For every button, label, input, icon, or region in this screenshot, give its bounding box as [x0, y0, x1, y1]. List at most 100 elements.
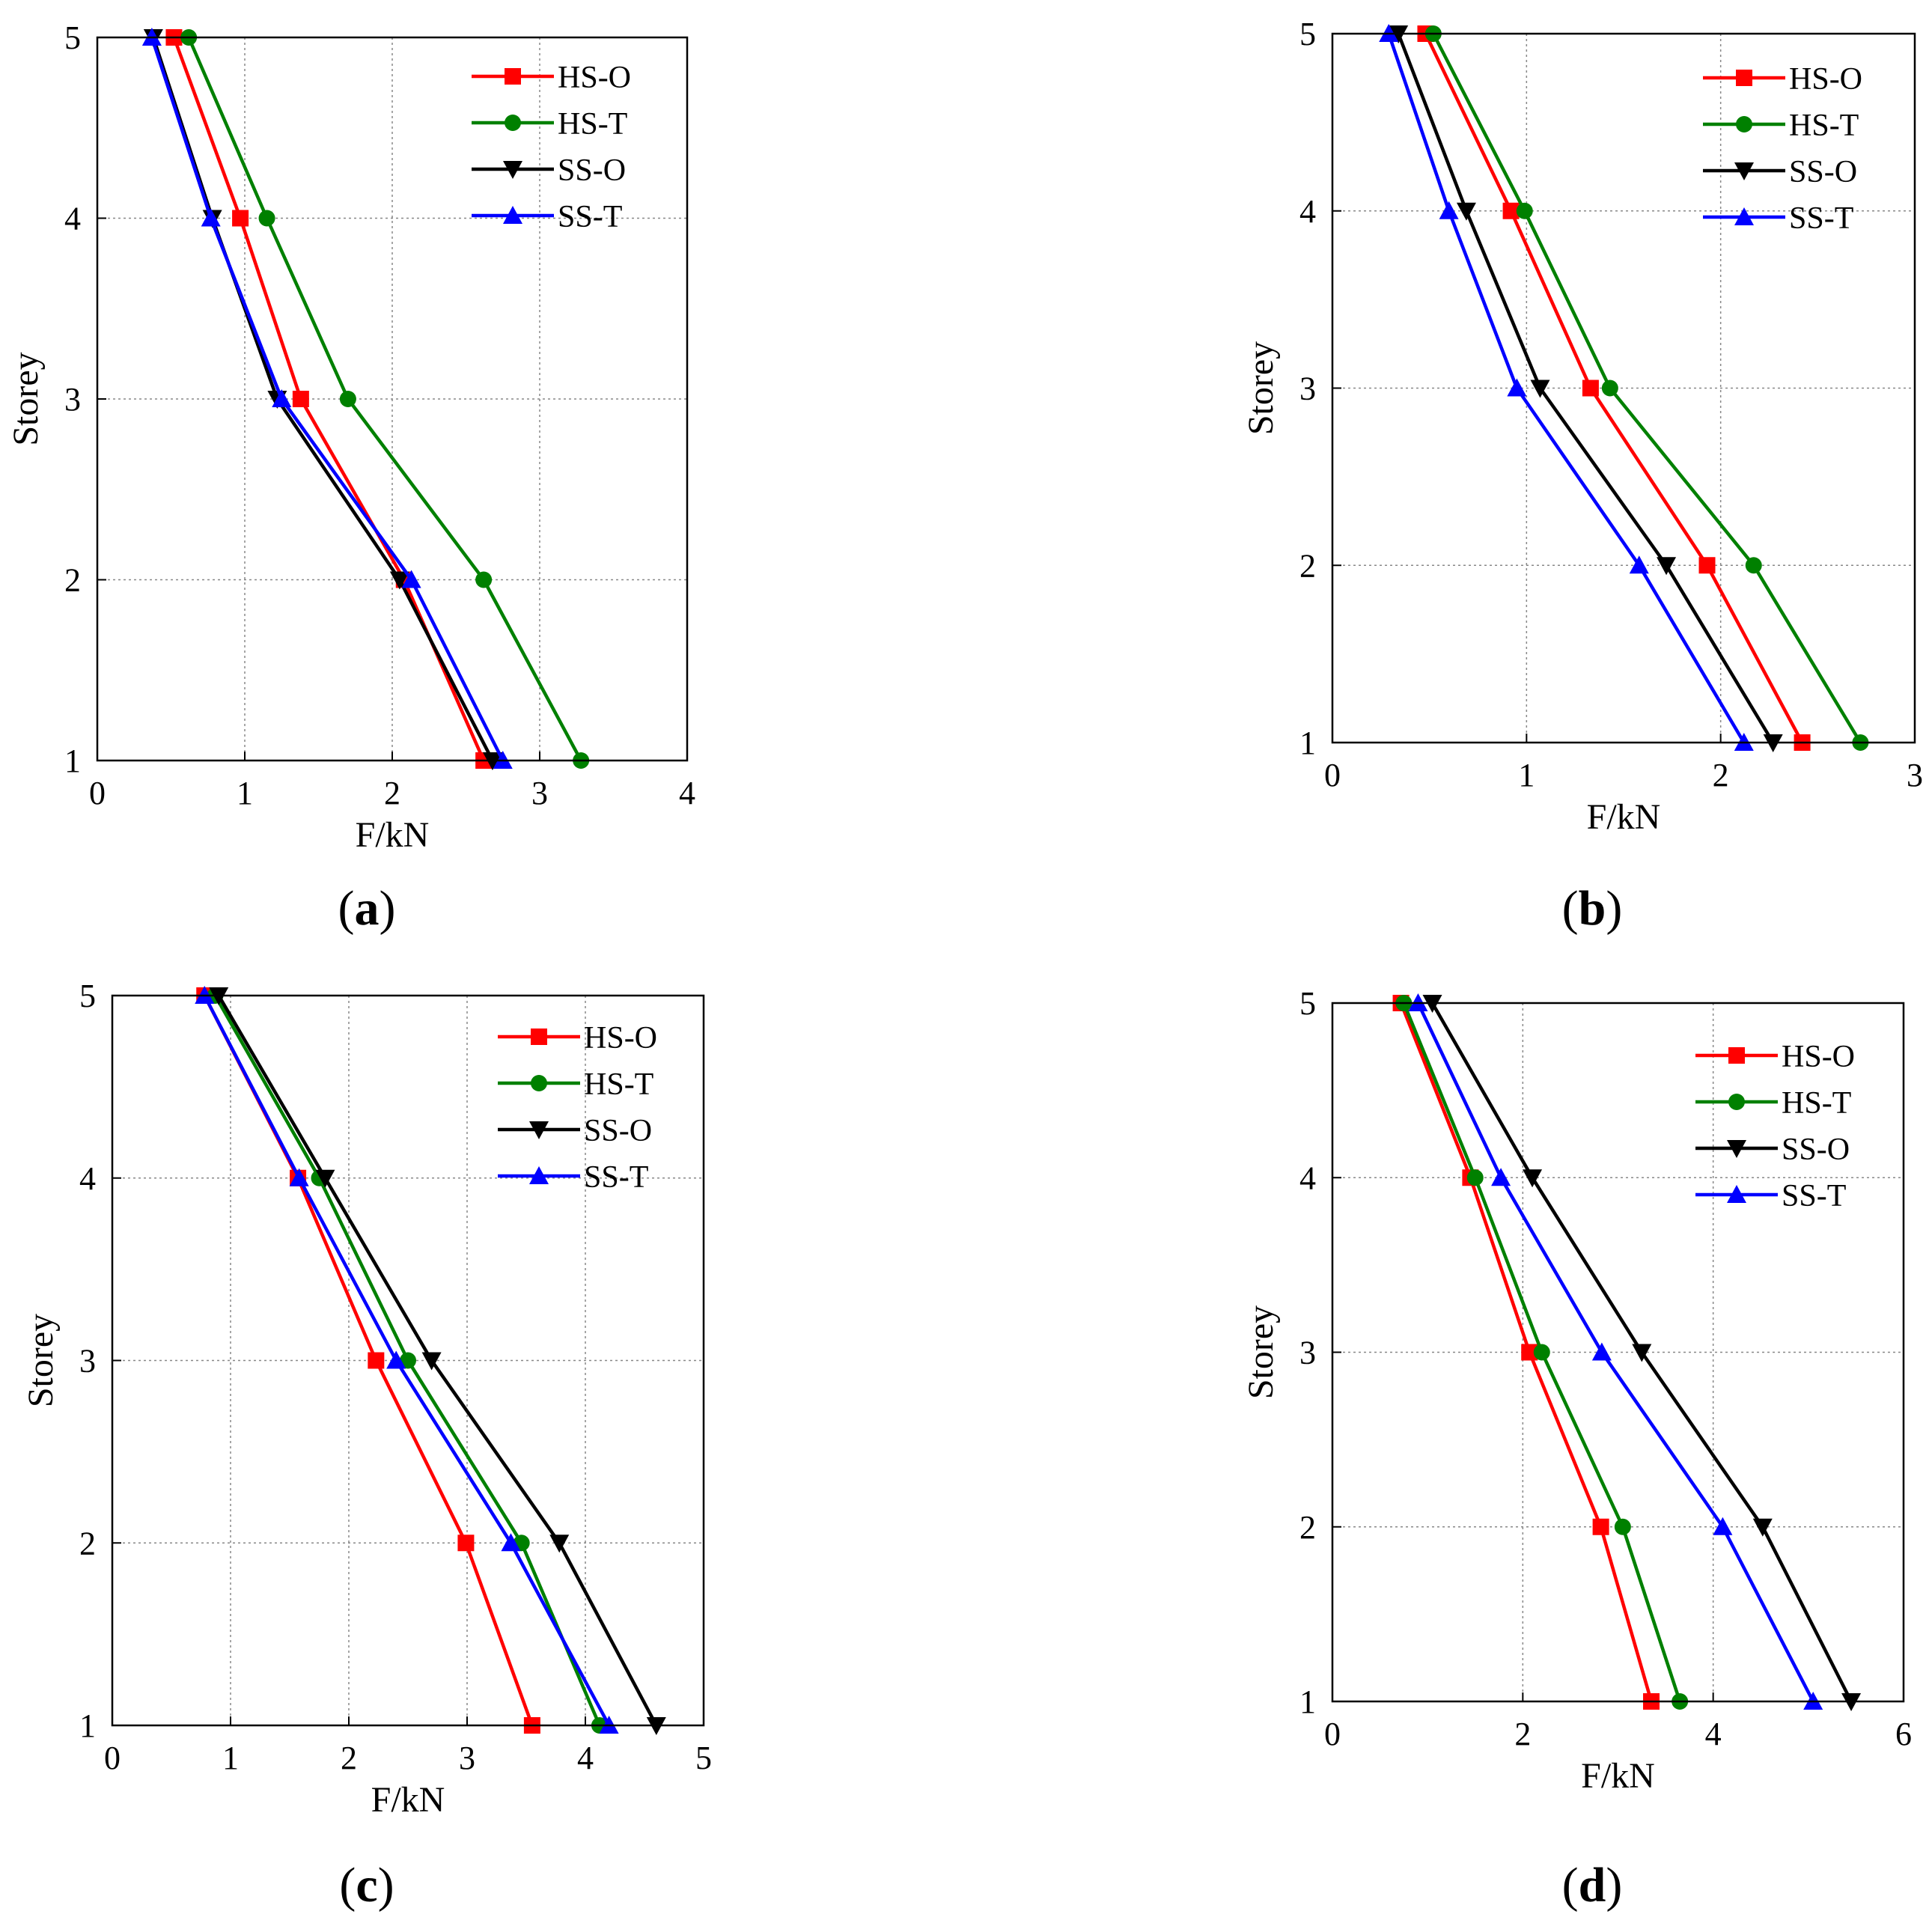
legend-marker-hs-t — [505, 115, 521, 131]
y-tick-label: 2 — [1299, 547, 1316, 584]
legend-marker-ss-o — [1727, 1140, 1746, 1158]
panel-caption: (b) — [1562, 881, 1623, 936]
y-axis-label: Storey — [1241, 1305, 1281, 1399]
data-point-hs-o — [368, 1352, 385, 1369]
data-point-ss-o — [1530, 380, 1550, 398]
panel-caption: (d) — [1562, 1858, 1623, 1913]
y-tick-label: 1 — [1299, 1683, 1316, 1720]
legend-label-hs-t: HS-T — [584, 1067, 653, 1102]
y-tick-label: 1 — [79, 1707, 96, 1744]
legend-label-ss-t: SS-T — [1789, 201, 1853, 236]
y-tick-label: 4 — [1299, 193, 1316, 230]
data-point-hs-o — [1592, 1518, 1609, 1535]
data-point-ss-t — [1439, 201, 1459, 219]
legend-marker-ss-t — [503, 206, 522, 224]
legend-label-ss-o: SS-O — [1789, 155, 1857, 189]
legend-label-ss-o: SS-O — [558, 153, 626, 188]
legend-label-hs-o: HS-O — [1789, 62, 1862, 97]
y-tick-label: 5 — [79, 978, 96, 1014]
y-axis-label: Storey — [1241, 341, 1281, 435]
legend-marker-hs-o — [531, 1029, 547, 1045]
data-point-hs-t — [1601, 380, 1618, 397]
x-tick-label: 4 — [1705, 1716, 1722, 1752]
legend-marker-hs-o — [505, 68, 521, 85]
legend-label-ss-t: SS-T — [1782, 1179, 1846, 1213]
data-point-hs-t — [258, 210, 275, 227]
panel-caption: (a) — [338, 881, 396, 936]
legend-label-ss-o: SS-O — [1782, 1133, 1850, 1167]
data-point-ss-o — [1456, 202, 1476, 221]
data-point-ss-o — [1632, 1344, 1652, 1362]
data-point-ss-o — [1752, 1518, 1773, 1537]
data-point-ss-t — [289, 1168, 309, 1186]
data-point-ss-t — [1629, 555, 1649, 574]
legend-marker-hs-t — [1736, 116, 1752, 132]
x-tick-label: 6 — [1895, 1716, 1912, 1752]
data-point-ss-t — [1507, 378, 1527, 397]
data-point-ss-o — [389, 571, 409, 590]
legend-marker-hs-o — [1728, 1047, 1745, 1064]
legend-label-hs-t: HS-T — [1789, 109, 1859, 143]
x-tick-label: 1 — [222, 1740, 239, 1776]
x-tick-label: 3 — [459, 1740, 475, 1776]
x-tick-label: 3 — [531, 775, 548, 811]
y-tick-label: 4 — [1299, 1159, 1316, 1196]
x-axis-label: F/kN — [371, 1780, 445, 1820]
data-point-ss-t — [401, 570, 421, 588]
legend-label-hs-t: HS-T — [1782, 1086, 1851, 1121]
legend-marker-hs-o — [1736, 70, 1752, 86]
x-tick-label: 5 — [695, 1740, 712, 1776]
legend: HS-O HS-T SS-O SS-T — [1703, 62, 1862, 236]
legend-marker-hs-t — [531, 1075, 547, 1091]
data-point-ss-o — [549, 1535, 570, 1553]
data-point-hs-o — [1521, 1344, 1538, 1361]
y-axis-label: Storey — [21, 1314, 61, 1407]
x-tick-label: 0 — [89, 775, 106, 811]
x-tick-label: 2 — [384, 775, 400, 811]
x-tick-label: 2 — [1514, 1716, 1531, 1752]
x-tick-label: 0 — [104, 1740, 121, 1776]
chart-d: 0 2 4 6 1 2 3 4 5 F/kN Storey HS-O HS-T SS-O SS-T (d) — [1241, 985, 1912, 1913]
y-tick-label: 1 — [64, 743, 81, 779]
data-point-hs-o — [1698, 557, 1716, 574]
legend-label-ss-t: SS-T — [584, 1160, 648, 1195]
x-tick-label: 1 — [1518, 757, 1535, 793]
data-point-ss-t — [1591, 1342, 1612, 1361]
legend: HS-O HS-T SS-O SS-T — [498, 1021, 657, 1195]
x-tick-label: 4 — [577, 1740, 594, 1776]
y-tick-label: 5 — [1299, 16, 1316, 52]
y-tick-label: 4 — [79, 1160, 96, 1197]
y-tick-label: 3 — [64, 381, 81, 418]
data-point-ss-o — [1523, 1169, 1543, 1188]
legend: HS-O HS-T SS-O SS-T — [472, 61, 631, 234]
data-point-hs-o — [232, 210, 249, 227]
legend: HS-O HS-T SS-O SS-T — [1695, 1040, 1855, 1213]
legend-marker-hs-t — [1728, 1094, 1745, 1110]
data-point-ss-t — [386, 1350, 406, 1369]
data-point-hs-t — [1745, 557, 1762, 574]
legend-marker-ss-o — [1734, 162, 1754, 180]
x-tick-label: 1 — [237, 775, 253, 811]
legend-label-hs-t: HS-T — [558, 107, 627, 141]
x-axis-label: F/kN — [1581, 1756, 1655, 1796]
y-axis-label: Storey — [6, 352, 46, 445]
y-tick-label: 4 — [64, 201, 81, 237]
data-point-ss-t — [272, 389, 292, 407]
data-point-ss-t — [1713, 1517, 1733, 1535]
legend-marker-ss-t — [1734, 207, 1754, 225]
data-point-hs-t — [1466, 1169, 1484, 1186]
y-tick-label: 1 — [1299, 725, 1316, 761]
data-point-hs-o — [292, 391, 309, 407]
data-point-ss-t — [501, 1533, 521, 1552]
data-point-hs-t — [475, 571, 493, 588]
data-point-hs-o — [1502, 202, 1520, 219]
y-tick-label: 5 — [64, 19, 81, 56]
x-tick-label: 4 — [679, 775, 695, 811]
legend-marker-ss-t — [529, 1166, 549, 1184]
legend-label-hs-o: HS-O — [558, 61, 631, 95]
x-axis-label: F/kN — [1587, 797, 1661, 837]
data-point-ss-t — [1491, 1168, 1511, 1186]
y-tick-label: 2 — [1299, 1509, 1316, 1546]
